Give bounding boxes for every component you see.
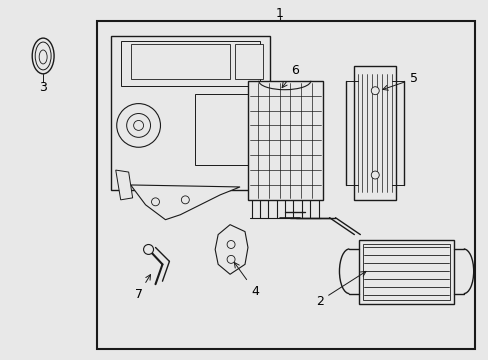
- Bar: [235, 44, 263, 79]
- Text: 7: 7: [134, 275, 150, 301]
- Circle shape: [181, 196, 189, 204]
- Circle shape: [126, 113, 150, 137]
- Bar: [130, 44, 230, 79]
- Circle shape: [143, 244, 153, 255]
- Text: 1: 1: [275, 7, 283, 20]
- Text: 2: 2: [315, 271, 366, 307]
- Ellipse shape: [39, 50, 47, 64]
- Bar: [121, 41, 260, 86]
- Bar: [195, 94, 264, 165]
- Circle shape: [226, 255, 235, 264]
- Text: 6: 6: [282, 64, 298, 87]
- Polygon shape: [130, 185, 240, 220]
- Bar: [363, 243, 449, 300]
- Bar: [111, 36, 269, 190]
- Circle shape: [370, 171, 379, 179]
- Circle shape: [226, 240, 235, 248]
- Text: 3: 3: [39, 81, 47, 94]
- Circle shape: [133, 121, 143, 130]
- Circle shape: [117, 104, 160, 147]
- Ellipse shape: [35, 42, 51, 70]
- Text: 5: 5: [382, 72, 417, 90]
- Ellipse shape: [32, 38, 54, 74]
- Circle shape: [151, 198, 159, 206]
- Polygon shape: [116, 170, 132, 200]
- Circle shape: [370, 87, 379, 95]
- Bar: [359, 239, 453, 304]
- Bar: [354, 66, 395, 200]
- Bar: [247, 81, 322, 200]
- Polygon shape: [215, 225, 247, 274]
- Text: 4: 4: [234, 262, 258, 298]
- Bar: [97, 21, 474, 349]
